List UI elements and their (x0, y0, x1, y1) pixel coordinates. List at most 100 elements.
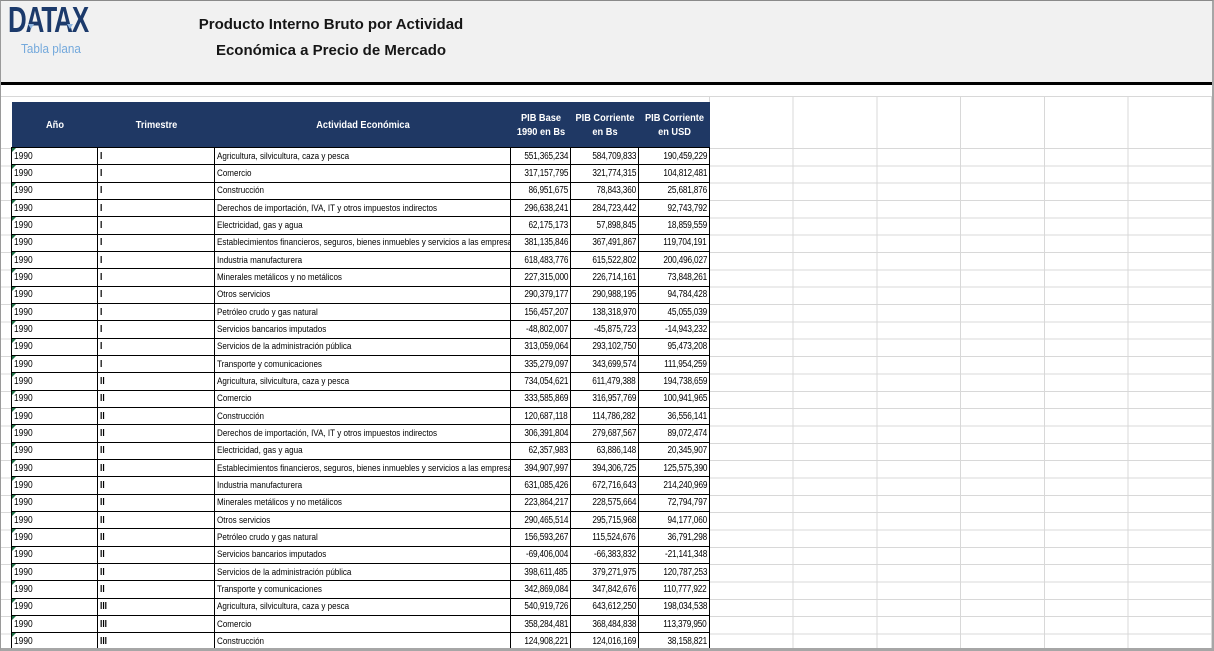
cell-year[interactable]: 1990 (11, 354, 98, 374)
cell-pib-base[interactable]: 86,951,675 (510, 181, 571, 200)
cell-year[interactable]: 1990 (11, 580, 98, 599)
cell-pib-corriente-bs[interactable]: -45,875,723 (570, 320, 639, 339)
cell-quarter[interactable]: I (97, 164, 215, 183)
cell-activity[interactable]: Establecimientos financieros, seguros, b… (214, 458, 511, 478)
cell-pib-corriente-usd[interactable]: 190,459,229 (638, 146, 710, 166)
cell-activity[interactable]: Electricidad, gas y agua (214, 441, 511, 460)
cell-activity[interactable]: Industria manufacturera (214, 250, 511, 270)
cell-pib-base[interactable]: 618,483,776 (510, 250, 571, 270)
cell-pib-base[interactable]: 223,864,217 (510, 493, 571, 512)
cell-pib-corriente-bs[interactable]: 115,524,676 (570, 528, 639, 547)
cell-activity[interactable]: Servicios de la administración pública (214, 337, 511, 356)
cell-pib-base[interactable]: 62,357,983 (510, 441, 571, 460)
cell-quarter[interactable]: III (97, 632, 215, 648)
cell-quarter[interactable]: I (97, 354, 215, 374)
cell-quarter[interactable]: II (97, 389, 215, 408)
cell-pib-corriente-usd[interactable]: 36,791,298 (638, 528, 710, 547)
cell-quarter[interactable]: I (97, 337, 215, 356)
cell-pib-corriente-bs[interactable]: 316,957,769 (570, 389, 639, 408)
cell-pib-corriente-usd[interactable]: 120,787,253 (638, 562, 710, 582)
cell-quarter[interactable]: III (97, 597, 215, 616)
cell-pib-base[interactable]: 342,869,084 (510, 580, 571, 599)
column-header-pib-corriente-bs[interactable]: PIB Corriente en Bs (570, 102, 639, 148)
cell-pib-corriente-usd[interactable]: 110,777,922 (638, 580, 710, 599)
cell-pib-corriente-usd[interactable]: 94,784,428 (638, 285, 710, 304)
cell-pib-corriente-usd[interactable]: 18,859,559 (638, 216, 710, 235)
cell-pib-corriente-bs[interactable]: 138,318,970 (570, 302, 639, 322)
cell-year[interactable]: 1990 (11, 320, 98, 339)
cell-quarter[interactable]: I (97, 302, 215, 322)
cell-pib-corriente-bs[interactable]: 379,271,975 (570, 562, 639, 582)
cell-year[interactable]: 1990 (11, 458, 98, 478)
cell-year[interactable]: 1990 (11, 181, 98, 200)
cell-activity[interactable]: Construcción (214, 632, 511, 648)
cell-pib-base[interactable]: 335,279,097 (510, 354, 571, 374)
cell-pib-base[interactable]: 306,391,804 (510, 424, 571, 443)
cell-quarter[interactable]: I (97, 181, 215, 200)
cell-pib-corriente-bs[interactable]: 343,699,574 (570, 354, 639, 374)
cell-year[interactable]: 1990 (11, 302, 98, 322)
cell-pib-corriente-bs[interactable]: 643,612,250 (570, 597, 639, 616)
cell-year[interactable]: 1990 (11, 441, 98, 460)
cell-quarter[interactable]: II (97, 424, 215, 443)
cell-pib-base[interactable]: 333,585,869 (510, 389, 571, 408)
cell-pib-corriente-usd[interactable]: 94,177,060 (638, 510, 710, 530)
cell-year[interactable]: 1990 (11, 406, 98, 426)
cell-pib-base[interactable]: 313,059,064 (510, 337, 571, 356)
cell-pib-corriente-usd[interactable]: -14,943,232 (638, 320, 710, 339)
cell-pib-corriente-bs[interactable]: 615,522,802 (570, 250, 639, 270)
cell-quarter[interactable]: I (97, 285, 215, 304)
cell-quarter[interactable]: II (97, 441, 215, 460)
cell-activity[interactable]: Petróleo crudo y gas natural (214, 302, 511, 322)
cell-activity[interactable]: Construcción (214, 406, 511, 426)
cell-pib-corriente-bs[interactable]: 124,016,169 (570, 632, 639, 648)
cell-pib-corriente-usd[interactable]: 214,240,969 (638, 476, 710, 495)
cell-pib-base[interactable]: 290,379,177 (510, 285, 571, 304)
cell-pib-corriente-bs[interactable]: 321,774,315 (570, 164, 639, 183)
cell-quarter[interactable]: I (97, 268, 215, 287)
cell-pib-corriente-bs[interactable]: 57,898,845 (570, 216, 639, 235)
cell-quarter[interactable]: II (97, 562, 215, 582)
cell-pib-base[interactable]: 358,284,481 (510, 614, 571, 634)
cell-pib-corriente-usd[interactable]: 89,072,474 (638, 424, 710, 443)
cell-pib-corriente-bs[interactable]: 226,714,161 (570, 268, 639, 287)
cell-pib-corriente-bs[interactable]: 611,479,388 (570, 372, 639, 391)
cell-activity[interactable]: Servicios bancarios imputados (214, 545, 511, 564)
cell-activity[interactable]: Establecimientos financieros, seguros, b… (214, 233, 511, 252)
cell-year[interactable]: 1990 (11, 476, 98, 495)
cell-pib-base[interactable]: 62,175,173 (510, 216, 571, 235)
column-header-quarter[interactable]: Trimestre (97, 102, 215, 148)
cell-pib-corriente-bs[interactable]: 368,484,838 (570, 614, 639, 634)
cell-pib-base[interactable]: 296,638,241 (510, 198, 571, 218)
cell-pib-corriente-bs[interactable]: 295,715,968 (570, 510, 639, 530)
cell-year[interactable]: 1990 (11, 389, 98, 408)
cell-activity[interactable]: Agricultura, silvicultura, caza y pesca (214, 146, 511, 166)
cell-activity[interactable]: Otros servicios (214, 285, 511, 304)
cell-pib-corriente-bs[interactable]: 290,988,195 (570, 285, 639, 304)
cell-activity[interactable]: Minerales metálicos y no metálicos (214, 268, 511, 287)
cell-quarter[interactable]: I (97, 320, 215, 339)
cell-year[interactable]: 1990 (11, 337, 98, 356)
cell-quarter[interactable]: II (97, 493, 215, 512)
cell-pib-base[interactable]: -48,802,007 (510, 320, 571, 339)
cell-pib-corriente-usd[interactable]: 38,158,821 (638, 632, 710, 648)
cell-pib-corriente-usd[interactable]: 111,954,259 (638, 354, 710, 374)
cell-quarter[interactable]: II (97, 458, 215, 478)
cell-quarter[interactable]: I (97, 250, 215, 270)
cell-pib-corriente-usd[interactable]: 113,379,950 (638, 614, 710, 634)
cell-activity[interactable]: Minerales metálicos y no metálicos (214, 493, 511, 512)
column-header-year[interactable]: Año (11, 102, 98, 148)
cell-year[interactable]: 1990 (11, 372, 98, 391)
cell-quarter[interactable]: I (97, 146, 215, 166)
cell-year[interactable]: 1990 (11, 216, 98, 235)
cell-year[interactable]: 1990 (11, 545, 98, 564)
cell-pib-base[interactable]: 398,611,485 (510, 562, 571, 582)
cell-pib-corriente-usd[interactable]: 20,345,907 (638, 441, 710, 460)
cell-year[interactable]: 1990 (11, 614, 98, 634)
cell-quarter[interactable]: I (97, 233, 215, 252)
column-header-pib-corriente-usd[interactable]: PIB Corriente en USD (638, 102, 710, 148)
cell-pib-corriente-bs[interactable]: 394,306,725 (570, 458, 639, 478)
cell-pib-corriente-bs[interactable]: 584,709,833 (570, 146, 639, 166)
cell-activity[interactable]: Electricidad, gas y agua (214, 216, 511, 235)
cell-year[interactable]: 1990 (11, 285, 98, 304)
